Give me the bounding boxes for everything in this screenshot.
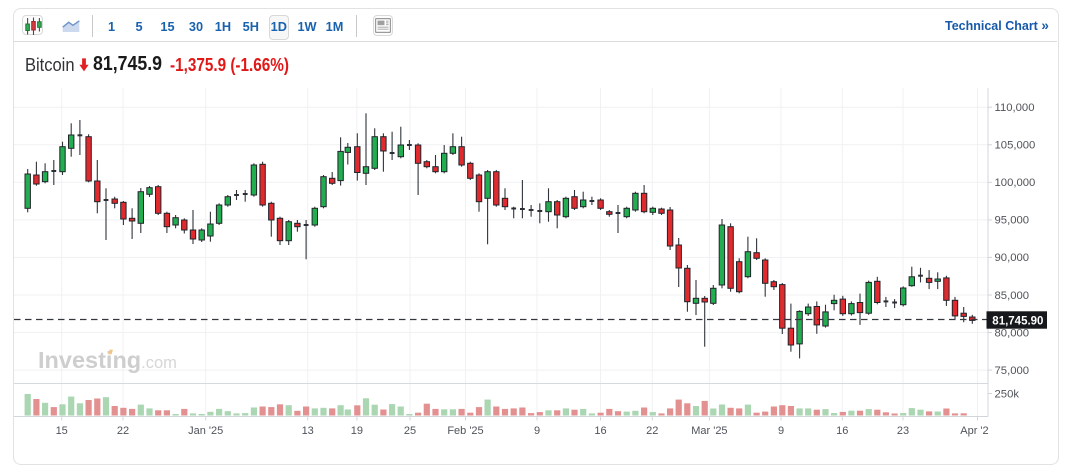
svg-text:16: 16 xyxy=(836,425,848,437)
svg-text:25: 25 xyxy=(404,425,416,437)
svg-text:23: 23 xyxy=(897,425,909,437)
svg-text:22: 22 xyxy=(117,425,129,437)
svg-text:250k: 250k xyxy=(995,389,1020,401)
svg-text:13: 13 xyxy=(302,425,314,437)
svg-text:Investing.com: Investing.com xyxy=(38,347,177,373)
svg-text:75,000: 75,000 xyxy=(995,365,1030,377)
svg-text:19: 19 xyxy=(351,425,363,437)
svg-text:16: 16 xyxy=(594,425,606,437)
svg-text:85,000: 85,000 xyxy=(995,290,1030,302)
svg-text:81,745.90: 81,745.90 xyxy=(992,315,1043,327)
svg-text:105,000: 105,000 xyxy=(995,140,1036,152)
svg-text:Mar '25: Mar '25 xyxy=(691,425,727,437)
svg-text:Apr '25: Apr '25 xyxy=(960,425,995,437)
svg-text:9: 9 xyxy=(534,425,540,437)
svg-text:Feb '25: Feb '25 xyxy=(447,425,483,437)
svg-text:90,000: 90,000 xyxy=(995,252,1030,264)
svg-text:95,000: 95,000 xyxy=(995,215,1030,227)
svg-text:80,000: 80,000 xyxy=(995,327,1030,339)
svg-text:22: 22 xyxy=(646,425,658,437)
svg-text:100,000: 100,000 xyxy=(995,177,1036,189)
svg-text:Jan '25: Jan '25 xyxy=(188,425,223,437)
svg-text:110,000: 110,000 xyxy=(995,102,1035,114)
svg-text:9: 9 xyxy=(778,425,784,437)
svg-text:15: 15 xyxy=(56,425,68,437)
